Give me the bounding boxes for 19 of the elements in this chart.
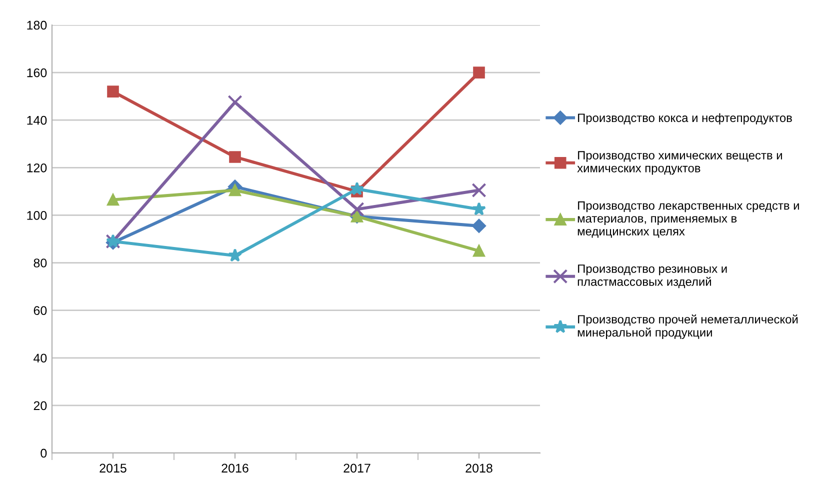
y-tick-label: 180 <box>27 20 47 30</box>
legend-label: Производство прочей неметаллической минеральной продукции <box>578 314 798 340</box>
y-tick-label: 60 <box>34 306 47 315</box>
y-tick-label: 40 <box>34 354 47 363</box>
legend-label: Производство лекарственных средств и материалов, применяемых в медицинских целях <box>578 201 799 238</box>
legend-label: Производство резиновых и пластмассовых изделий <box>578 264 727 288</box>
y-tick-label: 120 <box>27 163 47 172</box>
x-tick-label: 2016 <box>222 464 248 473</box>
y-tick-label: 140 <box>27 116 47 125</box>
x-tick-label: 2017 <box>344 464 370 473</box>
x-tick-label: 2015 <box>100 464 126 473</box>
y-tick-label: 20 <box>34 401 47 410</box>
y-tick-label: 100 <box>27 211 47 220</box>
y-tick-label: 80 <box>34 258 47 268</box>
y-tick-label: 0 <box>40 448 47 458</box>
legend-label: Производство химических веществ и химических продуктов <box>577 151 782 175</box>
y-tick-label: 160 <box>27 68 47 78</box>
x-tick-label: 2018 <box>466 464 492 473</box>
legend-label: Производство кокса и нефтепродуктов <box>578 113 792 124</box>
